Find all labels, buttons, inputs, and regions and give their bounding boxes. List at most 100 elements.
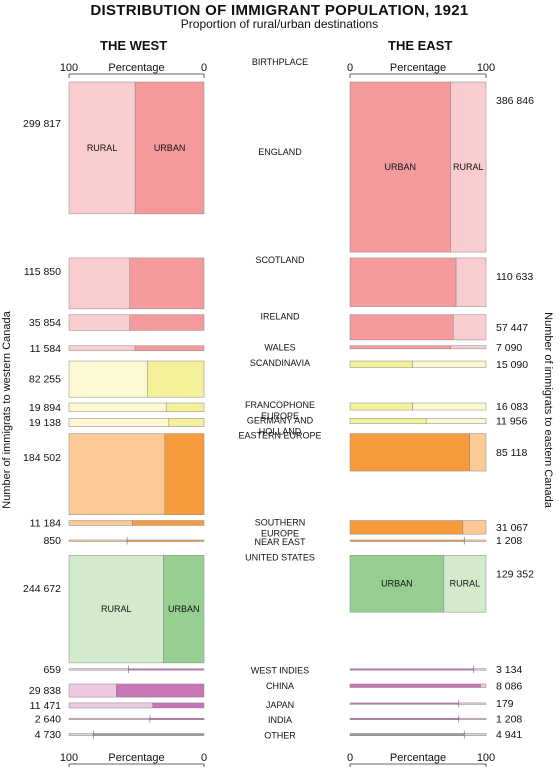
category-label-india: INDIA [268,715,292,725]
east-bar-rural-other [463,733,487,736]
west-bar-rural-southern-europe [68,520,133,526]
east-count-west-indies: 3 134 [496,664,522,676]
west-bar-urban-germany-and-holland [168,418,205,427]
east-count-other: 4 941 [496,729,522,741]
east-count-germany-and-holland: 11 956 [496,415,527,427]
west-bar-urban-eastern-europe [164,433,205,515]
category-label-scotland: SCOTLAND [255,255,305,265]
east-rural-label-england: RURAL [453,162,484,172]
west-count-china: 29 838 [29,685,61,697]
east-bar-urban-ireland [349,314,454,341]
top-west-axis-title: Percentage [108,62,164,74]
west-bar-rural-west-indies [68,668,129,671]
east-bar-rural-scotland [455,257,487,307]
top-east-tick-0: 0 [347,62,353,74]
west-urban-label-england: URBAN [154,143,186,153]
category-label-japan: JAPAN [266,700,294,710]
west-rural-label-united-states: RURAL [101,604,132,614]
east-bar-urban-wales [349,345,451,350]
west-count-ireland: 35 854 [29,317,61,329]
category-label-west-indies: WEST INDIES [251,666,309,676]
category-label-scandinavia: SCANDINAVIA [250,358,310,368]
east-count-near-east: 1 208 [496,535,522,547]
west-count-india: 2 640 [35,713,61,725]
east-bar-urban-near-east [349,539,465,542]
west-bar-urban-ireland [129,314,205,331]
east-bar-urban-eastern-europe [349,433,470,472]
east-count-scotland: 110 633 [496,271,533,283]
east-bar-rural-china [480,683,487,688]
east-bar-rural-west-indies [473,668,487,671]
east-bar-urban-scotland [349,257,457,307]
east-bar-rural-near-east [463,539,487,542]
west-bar-rural-united-states [68,555,164,664]
east-bar-urban-scandinavia [349,360,413,368]
west-bar-urban-japan [152,702,205,709]
category-label-southern-europe-line2: EUROPE [261,529,299,539]
chart-title: DISTRIBUTION OF IMMIGRANT POPULATION, 19… [90,2,469,19]
category-label-wales: WALES [264,343,295,353]
west-panel-title: THE WEST [100,38,168,53]
bottom-west-tick-0: 0 [201,752,207,764]
category-label-china: CHINA [266,681,294,691]
category-label-united-states: UNITED STATES [245,552,315,562]
east-bar-urban-francophone-europe [349,402,413,411]
top-east-axis-title: Percentage [390,62,446,74]
category-label-ireland: IRELAND [260,312,300,322]
west-count-scotland: 115 850 [24,266,61,278]
west-bar-urban-scotland [129,257,205,310]
east-bar-rural-francophone-europe [412,402,487,411]
east-bar-urban-west-indies [349,668,475,671]
west-bar-rural-ireland [68,314,130,331]
west-bar-rural-scotland [68,257,130,310]
bottom-east-tick-0: 0 [347,752,353,764]
east-bar-rural-japan [458,702,487,705]
east-bar-urban-united-states [349,555,445,613]
west-bar-urban-west-indies [128,668,205,671]
west-bar-urban-wales [134,345,205,352]
west-count-west-indies: 659 [43,664,61,676]
east-count-wales: 7 090 [496,342,522,354]
west-count-scandinavia: 82 255 [29,374,61,386]
west-bar-rural-eastern-europe [68,433,166,515]
bottom-east-axis-title: Percentage [390,752,446,764]
east-bar-rural-ireland [453,314,487,341]
chart-subtitle: Proportion of rural/urban destinations [180,17,379,31]
east-bar-rural-eastern-europe [469,433,487,472]
west-count-southern-europe: 11 184 [30,517,61,529]
east-panel-title: THE EAST [388,38,453,53]
west-bar-urban-francophone-europe [165,402,205,412]
birthplace-label: BIRTHPLACE [252,57,308,67]
west-bar-rural-england [68,81,136,215]
category-label-eastern-europe: EASTERN EUROPE [238,431,321,441]
east-count-united-states: 129 352 [496,568,534,580]
west-bar-urban-china [116,683,205,698]
west-count-japan: 11 471 [30,700,61,712]
category-label-germany-and-holland: GERMANY AND [247,415,314,425]
west-urban-label-united-states: URBAN [168,604,200,614]
west-count-germany-and-holland: 19 138 [29,417,61,429]
east-bar-urban-southern-europe [349,520,464,535]
east-bar-urban-india [349,717,460,720]
west-rural-label-england: RURAL [87,143,118,153]
west-bar-urban-united-states [163,555,205,664]
west-bar-urban-southern-europe [132,520,205,526]
category-label-francophone-europe: FRANCOPHONE [245,400,315,410]
east-count-japan: 179 [496,698,514,710]
east-bar-urban-china [349,683,481,688]
east-urban-label-england: URBAN [385,162,417,172]
west-bar-urban-other [93,733,205,736]
east-count-southern-europe: 31 067 [496,522,528,534]
east-bar-urban-england [349,81,451,253]
west-bar-urban-scandinavia [147,360,205,398]
bottom-west-tick-100: 100 [60,752,78,764]
west-count-united-states: 244 672 [23,583,61,595]
category-label-england: ENGLAND [258,147,302,157]
west-bar-rural-francophone-europe [68,402,167,412]
top-east-tick-100: 100 [477,62,495,74]
category-label-near-east: NEAR EAST [254,537,306,547]
west-count-wales: 11 584 [30,343,61,355]
east-urban-label-united-states: URBAN [381,579,413,589]
